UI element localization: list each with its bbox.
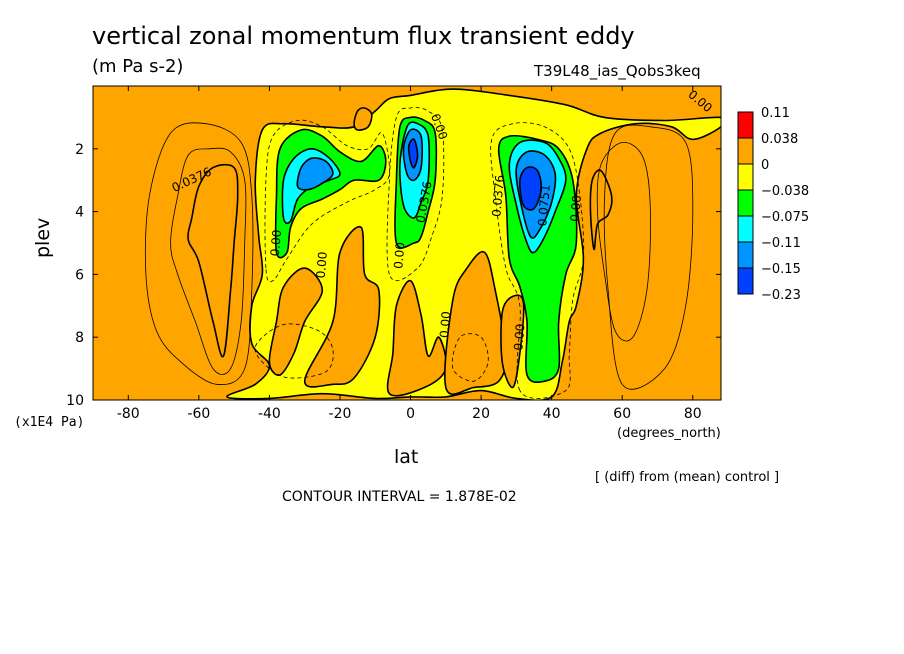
colorbar-label-5: −0.11 [761, 236, 801, 251]
contour-line-5 [386, 107, 445, 281]
axes: -80 -60 -40 -20 0 20 40 60 80 2 4 6 8 10 [66, 86, 721, 422]
y-tick-label-2: 6 [75, 267, 84, 283]
contour-label-9: 0.00 [511, 323, 527, 351]
colorbar-swatch-2 [737, 163, 754, 191]
chart-units: (m Pa s-2) [92, 56, 184, 77]
x-tick-label-6: 40 [543, 406, 561, 422]
contour-lines [144, 107, 694, 399]
y-tick-label-4: 10 [66, 393, 84, 409]
contour-line-4 [264, 119, 390, 283]
contour-line-6 [490, 122, 585, 399]
contour-line-1 [144, 122, 254, 385]
x-axis-title: lat [394, 446, 419, 468]
y-tick-label-0: 2 [75, 142, 84, 158]
colorbar: 0.11 0.038 0 −0.038 −0.075 −0.11 −0.15 −0.23 [737, 106, 809, 303]
contour-region-15 [296, 157, 334, 191]
x-tick-label-5: 20 [472, 406, 490, 422]
x-tick-label-7: 60 [613, 406, 631, 422]
run-label: T39L48_ias_Qobs3keq [534, 62, 701, 80]
y-tick-label-1: 4 [75, 205, 84, 221]
contour-interval: CONTOUR INTERVAL = 1.878E-02 [282, 489, 517, 505]
filled-contours [93, 86, 721, 400]
contour-label-8: 0.0751 [535, 184, 553, 227]
contour-region-5 [386, 279, 448, 397]
contour-region-4 [303, 225, 381, 388]
contour-label-7: 0.0376 [489, 174, 507, 217]
colorbar-swatch-0 [737, 111, 754, 139]
colorbar-label-6: −0.15 [761, 262, 801, 277]
colorbar-label-4: −0.075 [761, 210, 809, 225]
colorbar-swatch-6 [737, 267, 754, 295]
contour-label-5: 0.00 [437, 311, 453, 339]
colorbar-label-1: 0.038 [761, 132, 798, 147]
x-tick-label-0: -80 [117, 406, 140, 422]
colorbar-swatch-3 [737, 189, 754, 217]
colorbar-swatch-1 [737, 137, 754, 165]
x-tick-label-3: -20 [329, 406, 352, 422]
x-axis-units: (degrees_north) [617, 426, 721, 441]
contour-region-1 [589, 169, 613, 251]
contour-region-0 [187, 163, 239, 358]
colorbar-swatch-5 [737, 241, 754, 269]
plot-frame [92, 85, 722, 401]
colorbar-label-0: 0.11 [761, 106, 790, 121]
contour-region-8 [353, 107, 373, 131]
contour-line-0 [170, 147, 247, 375]
contour-line-2 [596, 142, 651, 342]
y-axis-units: (x1E4 Pa) [14, 415, 85, 430]
y-tick-label-3: 8 [75, 330, 84, 346]
contour-label-1: 0.00 [268, 229, 284, 257]
contour-region-19 [407, 138, 419, 169]
contour-region-18 [518, 166, 543, 211]
contour-label-2: 0.00 [314, 251, 330, 279]
x-tick-label-4: 0 [406, 406, 415, 422]
contour-line-8 [451, 333, 489, 382]
chart-title: vertical zonal momentum flux transient e… [92, 22, 635, 50]
contour-label-3: 0.00 [391, 242, 407, 270]
colorbar-swatch-4 [737, 215, 754, 243]
colorbar-label-2: 0 [761, 158, 769, 173]
contour-region-6 [444, 250, 507, 395]
x-tick-label-2: -40 [258, 406, 281, 422]
x-tick-label-1: -60 [187, 406, 210, 422]
contour-label-10: 0.00 [568, 194, 584, 222]
contour-line-3 [603, 124, 694, 390]
colorbar-label-3: −0.038 [761, 184, 809, 199]
x-tick-label-8: 80 [684, 406, 702, 422]
colorbar-label-7: −0.23 [761, 288, 801, 303]
difference-note: [ (diff) from (mean) control ] [595, 470, 780, 485]
contour-region-3 [268, 267, 324, 376]
